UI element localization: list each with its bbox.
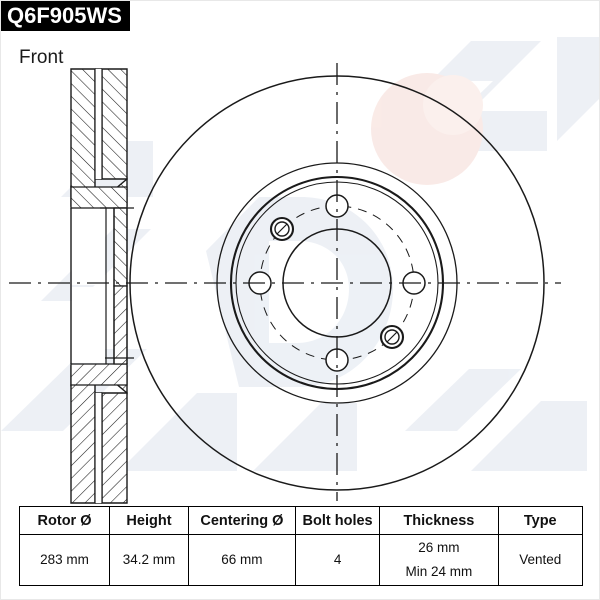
- header-rotor-diameter: Rotor Ø: [18, 506, 111, 535]
- threaded-hole-upper-left: [269, 216, 295, 242]
- front-view-label: Front: [19, 47, 64, 68]
- table-header-row: Rotor Ø Height Centering Ø Bolt holes Th…: [18, 506, 584, 535]
- cross-section-profile: [70, 68, 134, 504]
- value-height: 34.2 mm: [109, 534, 189, 586]
- header-bolt-holes: Bolt holes: [294, 506, 381, 535]
- value-thickness-nominal: 26 mm: [418, 540, 460, 555]
- value-type: Vented: [497, 534, 584, 586]
- header-type: Type: [497, 506, 584, 535]
- value-rotor-diameter: 283 mm: [18, 534, 111, 586]
- header-centering-diameter: Centering Ø: [187, 506, 296, 535]
- specification-table: Rotor Ø Height Centering Ø Bolt holes Th…: [18, 506, 584, 586]
- header-thickness: Thickness: [379, 506, 499, 535]
- table-row: 283 mm 34.2 mm 66 mm 4 26 mm Min 24 mm V…: [18, 534, 584, 586]
- header-height: Height: [109, 506, 189, 535]
- part-number-badge: Q6F905WS: [1, 1, 130, 31]
- threaded-hole-lower-right: [379, 324, 405, 350]
- value-centering-diameter: 66 mm: [187, 534, 296, 586]
- value-thickness: 26 mm Min 24 mm: [379, 534, 499, 586]
- value-thickness-min: Min 24 mm: [405, 564, 473, 579]
- value-bolt-holes: 4: [294, 534, 381, 586]
